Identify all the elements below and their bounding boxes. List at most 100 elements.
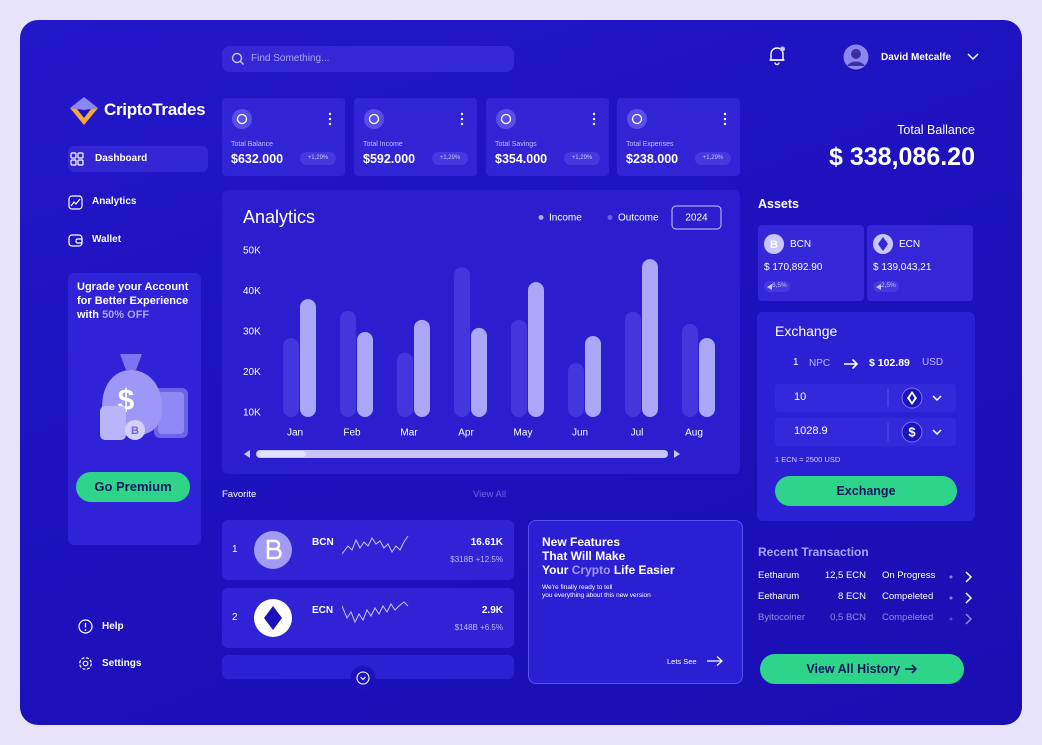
status-dot	[949, 596, 953, 600]
period-label[interactable]: 2024	[685, 213, 708, 224]
dot	[328, 112, 332, 116]
news-highlight: Crypto	[571, 563, 611, 577]
nav-item[interactable]: Wallet	[92, 234, 122, 245]
logo	[70, 97, 98, 125]
stat-value: $592.000	[363, 152, 416, 166]
promo-highlight: 50% OFF	[102, 309, 150, 321]
more-icon	[328, 112, 332, 126]
arrow	[767, 284, 772, 290]
exchange-input-value[interactable]: 10	[794, 391, 807, 403]
news-link[interactable]: Lets See	[667, 657, 697, 666]
period-button[interactable]	[671, 205, 722, 230]
view-history-label[interactable]: View All History	[806, 662, 901, 676]
y-tick-label: 50K	[243, 246, 261, 257]
stat-change: +1,29%	[564, 152, 600, 165]
scroll-down-button[interactable]	[350, 665, 376, 691]
more-icon	[592, 112, 596, 126]
avatar[interactable]	[843, 44, 869, 70]
arrow-icon	[904, 664, 917, 674]
sparkline	[342, 535, 409, 555]
chevron	[965, 571, 973, 583]
asset-change: 6,5%	[772, 282, 787, 289]
bar	[357, 331, 373, 417]
scroll-track[interactable]	[256, 450, 668, 458]
assets-title: Assets	[758, 197, 799, 211]
view-all-link[interactable]: View All	[473, 489, 507, 500]
stat-label: Total Balance	[231, 141, 274, 148]
search-box[interactable]	[222, 46, 514, 72]
icon-bg	[364, 109, 384, 129]
x-tick-label: Mar	[400, 428, 418, 439]
stat-icon	[496, 109, 516, 129]
view-history-button[interactable]: View All History	[760, 654, 964, 684]
stat-icon	[627, 109, 647, 129]
more-icon	[723, 112, 727, 126]
icon-glyph	[236, 113, 248, 125]
exchange-button[interactable]: Exchange	[775, 476, 957, 506]
help-link[interactable]: Help	[102, 621, 124, 632]
stat-label: Total Expenses	[626, 141, 674, 148]
status-dot	[949, 617, 953, 621]
chevron-down[interactable]	[967, 52, 979, 62]
dot	[592, 117, 596, 121]
analytics-icon	[68, 195, 83, 210]
exchange-input-value[interactable]: 1028.9	[794, 425, 828, 437]
nav-item[interactable]: Analytics	[92, 196, 137, 207]
search-icon	[231, 52, 244, 65]
stat-value: $354.000	[495, 152, 548, 166]
scroll-left[interactable]	[244, 450, 250, 458]
dot	[460, 112, 464, 116]
arrow-icon	[707, 656, 723, 666]
nav-item[interactable]: Dashboard	[95, 153, 148, 164]
dot	[460, 122, 464, 126]
icon-glyph	[878, 237, 888, 251]
bar	[682, 323, 698, 417]
tx-status: On Progress	[882, 570, 936, 581]
dot	[723, 122, 727, 126]
asset-symbol: BCN	[790, 239, 812, 250]
bar	[642, 259, 658, 417]
dot	[723, 112, 727, 116]
icon-glyph	[631, 113, 643, 125]
news-title: New Features That Will Make Your Crypto Li…	[542, 535, 675, 577]
news-body-line: you everything about this new version	[542, 592, 651, 599]
x-tick-label: Jun	[572, 428, 588, 439]
exchange-note: 1 ECN = 2500 USD	[775, 455, 841, 464]
bar	[300, 299, 316, 417]
nav-active-bg[interactable]	[68, 146, 208, 172]
brand-name: CriptoTrades	[104, 100, 206, 119]
dashboard-icon	[70, 152, 84, 166]
exchange-input[interactable]	[775, 384, 956, 412]
asset-icon	[873, 234, 893, 254]
exchange-input[interactable]	[775, 418, 956, 446]
chart-title: Analytics	[243, 207, 315, 227]
news-line: That Will Make	[542, 549, 626, 563]
tx-name: Eetharum	[758, 591, 800, 602]
legend-label: Income	[549, 213, 582, 224]
dot	[723, 117, 727, 121]
svg-text:B: B	[131, 425, 139, 437]
bar	[699, 338, 715, 417]
currency-selectors[interactable]: $	[886, 384, 956, 446]
scroll-right[interactable]	[674, 450, 680, 458]
bar	[471, 327, 487, 417]
tx-amount: 8 ECN	[838, 591, 866, 602]
tx-chevron	[949, 592, 973, 604]
chevron	[965, 613, 973, 625]
news-line: New Features	[542, 535, 621, 549]
bell-icon[interactable]	[767, 45, 787, 67]
dot	[328, 122, 332, 126]
stat-icon	[364, 109, 384, 129]
news-line: Your Crypto Life Easier	[542, 563, 675, 577]
news-body: We're finally ready to tell you everythin…	[542, 584, 651, 600]
go-premium-button[interactable]: Go Premium	[76, 472, 190, 502]
favorite-sub: $318B +12.5%	[450, 555, 503, 564]
settings-link[interactable]: Settings	[102, 658, 142, 669]
stat-value: $238.000	[626, 152, 679, 166]
bar	[511, 319, 527, 417]
tx-status: Compeleted	[882, 591, 934, 602]
scroll-thumb[interactable]	[258, 451, 306, 457]
asset-change-bg	[873, 281, 899, 292]
tx-chevron	[949, 571, 973, 583]
